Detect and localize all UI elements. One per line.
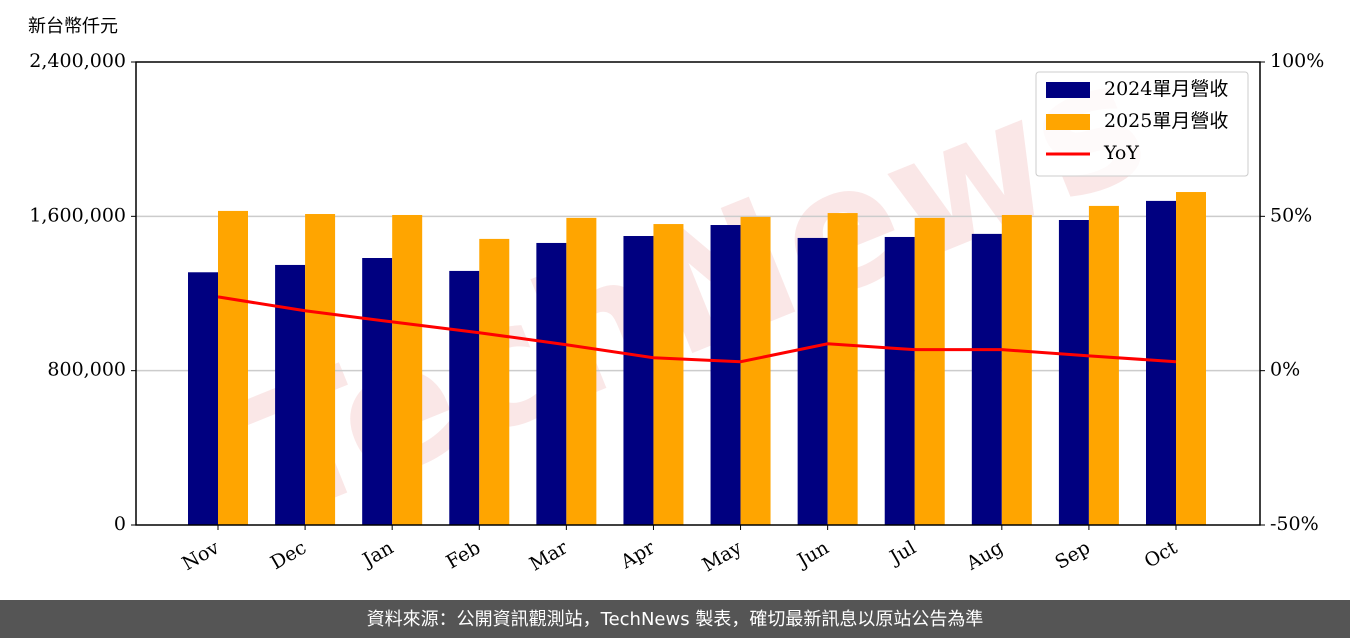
bar bbox=[1176, 192, 1206, 526]
bar bbox=[392, 214, 423, 525]
x-tick-label: Oct bbox=[1141, 536, 1182, 572]
x-tick-label: Jun bbox=[792, 537, 833, 573]
bar bbox=[479, 238, 510, 525]
footer-band bbox=[0, 600, 1350, 638]
bar bbox=[1146, 200, 1176, 525]
bar bbox=[623, 236, 654, 525]
bar bbox=[362, 258, 393, 525]
bar bbox=[188, 272, 218, 525]
x-tick-label: Aug bbox=[962, 537, 1007, 576]
bar bbox=[884, 236, 915, 526]
plot-frame bbox=[135, 61, 1261, 526]
y2-tick-label: -50% bbox=[1270, 513, 1319, 535]
y-axis-label: 新台幣仟元 bbox=[28, 16, 118, 37]
bar bbox=[566, 217, 597, 526]
bar bbox=[536, 242, 567, 526]
bar bbox=[218, 210, 248, 525]
bar bbox=[1058, 219, 1089, 525]
y-tick-label: 800,000 bbox=[47, 359, 126, 381]
bar bbox=[305, 214, 336, 526]
y2-tick-label: 100% bbox=[1270, 50, 1324, 72]
legend-swatch bbox=[1046, 114, 1090, 130]
x-tick-label: Feb bbox=[442, 537, 484, 574]
y-tick-label: 1,600,000 bbox=[29, 204, 126, 226]
bar bbox=[971, 233, 1002, 526]
legend-swatch bbox=[1046, 82, 1090, 98]
line bbox=[217, 295, 1177, 364]
bar bbox=[1001, 214, 1032, 525]
legend-label: YoY bbox=[1103, 142, 1139, 164]
bar bbox=[1088, 205, 1119, 525]
legend-label: 2024單月營收 bbox=[1104, 78, 1228, 100]
bar bbox=[797, 237, 828, 525]
x-tick-label: Jan bbox=[357, 537, 397, 573]
bar bbox=[740, 216, 771, 525]
y2-tick-label: 50% bbox=[1270, 204, 1312, 226]
bar bbox=[710, 225, 741, 525]
legend-label: 2025單月營收 bbox=[1104, 110, 1228, 132]
y2-tick-label: 0% bbox=[1270, 359, 1300, 381]
bar bbox=[653, 224, 684, 526]
y-tick-label: 2,400,000 bbox=[29, 50, 126, 72]
bar bbox=[275, 264, 306, 525]
bar bbox=[914, 217, 945, 526]
footer: 資料來源：公開資訊觀測站，TechNews 製表，確切最新訊息以原站公告為準 bbox=[367, 609, 984, 630]
x-tick-label: Sep bbox=[1051, 537, 1094, 574]
x-tick-label: Nov bbox=[178, 536, 223, 575]
bar bbox=[827, 213, 858, 525]
y-tick-label: 0 bbox=[114, 513, 126, 535]
bar bbox=[449, 270, 480, 525]
x-tick-label: May bbox=[699, 536, 746, 576]
x-tick-label: Apr bbox=[616, 536, 659, 573]
x-tick-label: Mar bbox=[526, 536, 572, 575]
x-tick-label: Jul bbox=[885, 537, 920, 570]
